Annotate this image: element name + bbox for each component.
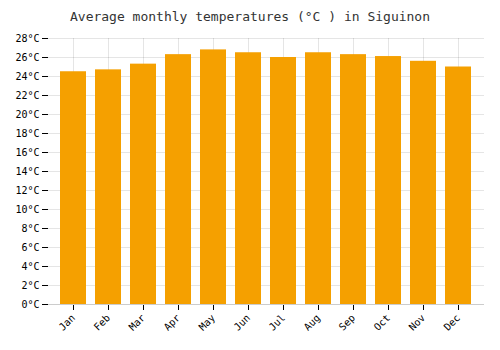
svg-text:26°C: 26°C	[15, 52, 39, 63]
svg-text:10°C: 10°C	[15, 204, 39, 215]
svg-text:Nov: Nov	[407, 312, 428, 333]
svg-text:Oct: Oct	[372, 312, 393, 333]
svg-text:Feb: Feb	[92, 312, 113, 333]
svg-text:Aug: Aug	[302, 312, 323, 333]
svg-text:0°C: 0°C	[21, 299, 39, 310]
svg-text:May: May	[197, 312, 218, 333]
svg-text:Mar: Mar	[127, 312, 148, 333]
svg-text:Dec: Dec	[442, 312, 463, 333]
svg-text:2°C: 2°C	[21, 280, 39, 291]
svg-text:Jun: Jun	[232, 312, 253, 333]
svg-text:4°C: 4°C	[21, 261, 39, 272]
svg-text:24°C: 24°C	[15, 71, 39, 82]
svg-text:12°C: 12°C	[15, 185, 39, 196]
svg-text:16°C: 16°C	[15, 147, 39, 158]
svg-text:22°C: 22°C	[15, 90, 39, 101]
svg-text:Jan: Jan	[57, 312, 78, 333]
html-text:Average monthly temperatures (: Average monthly temperatures (°C ) in Si…	[70, 9, 430, 24]
svg-text:Sep: Sep	[337, 312, 358, 333]
svg-text:20°C: 20°C	[15, 109, 39, 120]
svg-text:28°C: 28°C	[15, 33, 39, 44]
svg-text:Jul: Jul	[267, 312, 288, 333]
svg-text:Apr: Apr	[162, 312, 183, 333]
svg-text:8°C: 8°C	[21, 223, 39, 234]
svg-text:6°C: 6°C	[21, 242, 39, 253]
svg-text:14°C: 14°C	[15, 166, 39, 177]
svg-text:18°C: 18°C	[15, 128, 39, 139]
